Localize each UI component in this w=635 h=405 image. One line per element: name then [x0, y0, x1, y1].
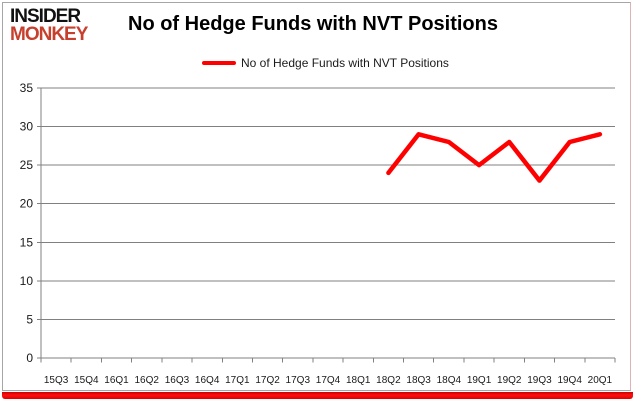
x-tick-label: 18Q4 — [437, 375, 462, 386]
x-tick-label: 18Q3 — [406, 375, 431, 386]
x-tick-label: 16Q1 — [104, 375, 129, 386]
x-tick-label: 17Q2 — [255, 375, 280, 386]
bottom-accent-bar — [2, 392, 633, 399]
x-tick-label: 16Q3 — [165, 375, 190, 386]
x-tick-label: 16Q2 — [135, 375, 160, 386]
x-tick-label: 19Q2 — [497, 375, 522, 386]
x-tick-label: 16Q4 — [195, 375, 220, 386]
legend-label: No of Hedge Funds with NVT Positions — [241, 56, 449, 70]
y-tick-label: 20 — [20, 197, 34, 211]
x-tick-label: 19Q3 — [527, 375, 552, 386]
x-tick-label: 15Q3 — [44, 375, 69, 386]
x-tick-label: 18Q1 — [346, 375, 371, 386]
logo-word-monkey: MONKEY — [10, 24, 88, 46]
y-tick-label: 25 — [20, 158, 34, 172]
x-tick-label: 17Q4 — [316, 375, 341, 386]
insider-monkey-logo: INSIDER MONKEY — [10, 6, 88, 46]
data-line — [386, 132, 603, 183]
x-tick-label: 18Q2 — [376, 375, 401, 386]
x-tick-label: 19Q4 — [557, 375, 582, 386]
y-tick-label: 35 — [20, 81, 34, 95]
legend-line-swatch-icon — [202, 60, 236, 66]
x-tick-label: 19Q1 — [467, 375, 492, 386]
y-tick-label: 15 — [20, 235, 34, 249]
x-tick-label: 15Q4 — [74, 375, 99, 386]
chart-title: No of Hedge Funds with NVT Positions — [128, 13, 498, 35]
legend: No of Hedge Funds with NVT Positions — [202, 55, 449, 71]
logo-word-insider: INSIDER — [10, 6, 81, 27]
x-tick-label: 20Q1 — [588, 375, 613, 386]
y-tick-label: 10 — [20, 274, 34, 288]
x-tick-label: 17Q3 — [286, 375, 311, 386]
y-tick-label: 0 — [26, 351, 33, 365]
y-tick-label: 30 — [20, 120, 34, 134]
y-tick-label: 5 — [26, 312, 33, 326]
x-tick-label: 17Q1 — [225, 375, 250, 386]
chart-container: 0 5 10 15 20 25 30 35 15Q3 15Q4 16Q1 16Q2 16Q3 16Q4 17… — [2, 2, 631, 391]
